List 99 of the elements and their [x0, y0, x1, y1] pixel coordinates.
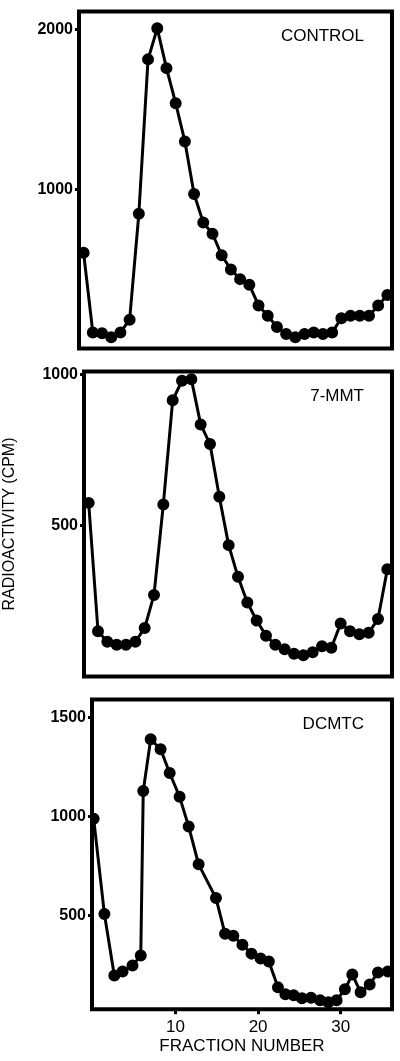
- text: 7-MMT: [310, 385, 364, 405]
- point: [234, 273, 247, 286]
- point: [92, 625, 104, 638]
- point: [185, 373, 198, 386]
- point: [271, 981, 284, 994]
- point: [224, 263, 237, 276]
- point: [169, 97, 182, 110]
- point: [98, 907, 111, 920]
- y-tick-label: 1000: [50, 807, 87, 825]
- point: [326, 326, 339, 339]
- point: [137, 784, 150, 797]
- point: [344, 625, 356, 638]
- point: [132, 207, 145, 220]
- point: [176, 374, 188, 387]
- y-tick-label: 500: [51, 515, 79, 533]
- point: [269, 638, 282, 651]
- point: [335, 312, 348, 325]
- point: [346, 968, 359, 981]
- point: [197, 216, 210, 229]
- point: [126, 959, 139, 972]
- point: [245, 947, 258, 960]
- point: [236, 938, 249, 951]
- point: [120, 638, 132, 651]
- point: [261, 309, 274, 322]
- point: [138, 622, 151, 635]
- y-tick-label: 1000: [37, 179, 74, 197]
- point: [160, 62, 173, 75]
- point: [213, 490, 226, 503]
- point: [194, 418, 207, 431]
- point: [289, 331, 302, 344]
- point: [297, 649, 310, 662]
- point: [354, 986, 367, 999]
- point: [278, 643, 291, 656]
- point: [154, 743, 167, 756]
- point: [305, 991, 318, 1004]
- point: [114, 326, 127, 339]
- y-tick-label: 1500: [50, 707, 87, 725]
- point: [206, 227, 219, 240]
- x-tick-label: 10: [166, 1017, 185, 1037]
- point: [192, 858, 205, 871]
- point: [338, 983, 351, 996]
- point: [243, 278, 256, 291]
- point: [123, 313, 136, 326]
- point: [182, 820, 195, 833]
- point: [252, 299, 265, 312]
- point: [105, 331, 118, 344]
- point: [129, 635, 142, 648]
- point: [142, 53, 155, 66]
- point: [250, 614, 263, 627]
- point: [260, 629, 272, 642]
- point: [371, 966, 384, 979]
- point: [262, 955, 275, 968]
- point: [232, 570, 244, 583]
- point: [173, 790, 186, 803]
- point: [363, 978, 376, 991]
- y-tick-label: 1000: [42, 365, 79, 383]
- point: [325, 641, 338, 654]
- point: [295, 992, 308, 1005]
- point: [280, 328, 293, 341]
- point: [353, 628, 366, 641]
- point: [372, 299, 385, 312]
- point: [166, 394, 179, 407]
- point: [316, 640, 328, 653]
- point: [372, 613, 384, 626]
- point: [151, 22, 164, 35]
- point: [110, 638, 123, 651]
- point: [306, 646, 319, 659]
- point: [148, 588, 160, 601]
- point: [215, 249, 228, 262]
- point: [270, 320, 283, 333]
- point: [116, 965, 129, 978]
- point: [227, 929, 240, 942]
- point: [204, 438, 216, 451]
- y-axis-title: RADIOACTIVITY (CPM): [0, 437, 18, 611]
- y-tick-label: 2000: [37, 20, 74, 38]
- point: [163, 767, 176, 780]
- point: [188, 187, 201, 200]
- point: [344, 309, 357, 322]
- point: [96, 327, 109, 340]
- point: [334, 617, 347, 630]
- x-axis-title: FRACTION NUMBER: [159, 1036, 325, 1056]
- point: [101, 635, 114, 648]
- y-tick-label: 500: [59, 906, 87, 924]
- point: [209, 892, 222, 905]
- point: [144, 733, 157, 746]
- point: [362, 626, 375, 639]
- point: [157, 498, 170, 511]
- x-tick-label: 30: [331, 1017, 351, 1037]
- point: [222, 539, 235, 552]
- point: [178, 135, 191, 148]
- x-tick-label: 20: [248, 1017, 268, 1037]
- point: [241, 596, 254, 609]
- text: CONTROL: [280, 25, 364, 45]
- text: DCMTC: [302, 713, 364, 733]
- point: [108, 969, 121, 982]
- point: [134, 949, 147, 962]
- point: [330, 994, 343, 1007]
- point: [298, 328, 311, 341]
- point: [288, 647, 300, 660]
